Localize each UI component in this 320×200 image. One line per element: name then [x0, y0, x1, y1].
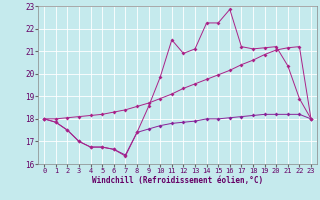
- X-axis label: Windchill (Refroidissement éolien,°C): Windchill (Refroidissement éolien,°C): [92, 176, 263, 185]
